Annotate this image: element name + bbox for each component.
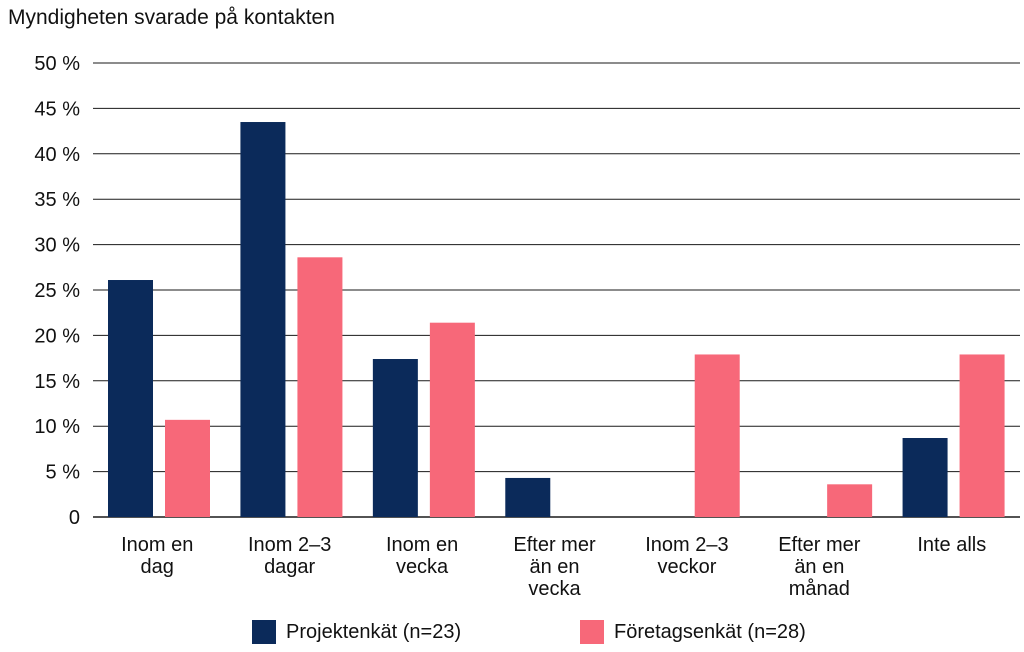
y-tick-label: 5 % (46, 462, 81, 484)
bar-projektenkat (902, 438, 948, 517)
legend-label-foretagsenkat: Företagsenkät (n=28) (614, 620, 806, 643)
legend-swatch-foretagsenkat (580, 620, 604, 644)
y-tick-label: 0 (69, 507, 80, 529)
y-tick-label: 30 % (34, 235, 80, 257)
y-tick-label: 45 % (34, 98, 80, 120)
bar-projektenkat (505, 477, 551, 517)
x-category-label: månad (789, 578, 850, 600)
x-category-label: vecka (528, 578, 581, 600)
x-category-label: Efter mer (778, 534, 861, 556)
bar-foretagsenkat (429, 322, 475, 517)
bar-foretagsenkat (827, 484, 873, 517)
bar-foretagsenkat (959, 354, 1005, 517)
y-tick-label: 35 % (34, 189, 80, 211)
bar-foretagsenkat (297, 257, 343, 517)
x-category-label: veckor (657, 556, 716, 578)
bar-foretagsenkat (165, 419, 210, 517)
bar-chart: 0 5 % 10 % 15 % 20 % 25 % 30 % 35 % 40 % 45 % 50 %… (34, 53, 1020, 600)
x-category-label: Inom en (386, 534, 458, 556)
y-tick-label: 10 % (34, 416, 80, 438)
y-tick-label: 20 % (34, 325, 80, 347)
legend-item-projektenkat: Projektenkät (n=23) (252, 620, 461, 644)
y-tick-label: 50 % (34, 53, 80, 75)
x-category-label: Inom 2–3 (248, 534, 331, 556)
x-category-label: dag (141, 556, 174, 578)
legend: Projektenkät (n=23) Företagsenkät (n=28) (0, 616, 1024, 652)
x-category-label: än en (794, 556, 844, 578)
y-tick-label: 15 % (34, 371, 80, 393)
legend-label-projektenkat: Projektenkät (n=23) (286, 620, 462, 643)
x-category-label: Inom 2–3 (645, 534, 728, 556)
chart-title: Myndigheten svarade på kontakten (8, 6, 335, 29)
x-category-label: Inom en (121, 534, 193, 556)
bar-projektenkat (372, 359, 418, 517)
x-category-label: vecka (396, 556, 449, 578)
x-category-label: dagar (264, 556, 315, 578)
legend-swatch-projektenkat (252, 620, 276, 644)
legend-item-foretagsenkat: Företagsenkät (n=28) (580, 620, 806, 644)
x-category-label: Inte alls (917, 534, 986, 556)
bar-foretagsenkat (694, 354, 740, 517)
y-tick-label: 25 % (34, 280, 80, 302)
y-tick-label: 40 % (34, 144, 80, 166)
bar-projektenkat (240, 122, 286, 518)
x-category-label: än en (529, 556, 579, 578)
x-category-label: Efter mer (513, 534, 596, 556)
bar-projektenkat (108, 280, 153, 517)
